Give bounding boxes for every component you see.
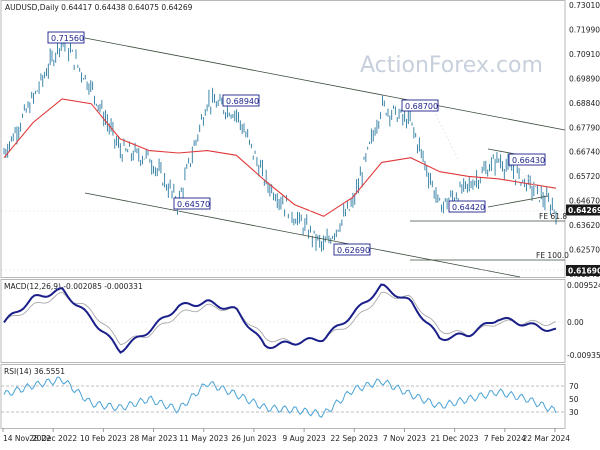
- x-axis-label: 28 Mar 2023: [130, 434, 178, 443]
- rsi-tick-30: 30: [569, 408, 579, 417]
- x-axis-label: 14 Nov 2022: [3, 434, 51, 443]
- x-axis-label: 7 Feb 2024: [484, 434, 526, 443]
- x-axis-label: 22 Sep 2023: [330, 434, 378, 443]
- x-axis-label: 11 May 2023: [179, 434, 228, 443]
- price-tag-text: 0.64269: [568, 206, 600, 215]
- macd-pane: [0, 279, 566, 363]
- fe-61-label: FE 61.8: [539, 212, 567, 221]
- peak-label-4: 0.66430: [512, 156, 545, 165]
- price-tag: [566, 204, 600, 216]
- price-axis-tick: 0.65720: [569, 172, 600, 181]
- chart-header: AUDUSD,Daily 0.64417 0.64438 0.64075 0.6…: [5, 3, 193, 12]
- price-axis-tick: 0.62570: [569, 246, 600, 255]
- price-axis-tick: 0.68840: [569, 99, 600, 108]
- trough-label-3: 0.64420: [452, 203, 485, 212]
- macd-tick-high: 0.009524: [567, 281, 600, 290]
- price-axis: 0.73010 0.71990 0.70910 0.69890 0.68840 0.677…: [569, 1, 600, 279]
- lower-channel-line: [84, 192, 521, 278]
- x-axis-label: 10 Feb 2023: [80, 434, 127, 443]
- x-axis-label: 22 Mar 2024: [522, 434, 570, 443]
- rsi-label: RSI(14) 36.5551: [4, 367, 65, 376]
- price-axis-tick: 0.71990: [569, 25, 600, 34]
- peak-label-3: 0.68700: [405, 102, 438, 111]
- macd-label: MACD(12,26,9) -0.002085 -0.000331: [4, 282, 143, 291]
- price-axis-tick: 0.63620: [569, 221, 600, 230]
- price-axis-tick: 0.73010: [569, 1, 600, 10]
- x-axis-label: 7 Nov 2023: [383, 434, 426, 443]
- macd-tick-zero: 0.00: [567, 318, 584, 327]
- x-axis-label: 26 Jun 2023: [231, 434, 276, 443]
- peak-labels: 0.71560 0.68940 0.68700 0.66430: [47, 31, 546, 166]
- price-tags: 0.64269 0.61690: [566, 204, 600, 276]
- moving-average-line: [3, 98, 557, 217]
- trough-labels: 0.64570 0.62690 0.64420: [173, 197, 486, 256]
- price-axis-tick: 0.69890: [569, 74, 600, 83]
- price-axis-tick: 0.66740: [569, 148, 600, 157]
- wave-link-line: [431, 106, 459, 160]
- rsi-pane: [0, 364, 566, 429]
- triangle-lower-line: [487, 195, 549, 208]
- x-axis-label: 21 Dec 2023: [431, 434, 479, 443]
- price-tag-text: 0.61690: [568, 266, 600, 275]
- peak-label-1: 0.71560: [51, 34, 84, 43]
- price-pane: [0, 0, 566, 278]
- price-axis-tick: 0.70910: [569, 50, 600, 59]
- trend-lines: [1, 37, 566, 278]
- price-axis-tick: 0.67790: [569, 123, 600, 132]
- x-axis-label: 28 Dec 2022: [29, 434, 77, 443]
- fe-100-label: FE 100.0: [536, 251, 569, 260]
- trough-label-1: 0.64570: [177, 200, 210, 209]
- upper-channel-line: [84, 37, 566, 131]
- macd-signal-line: [3, 291, 557, 346]
- macd-line: [3, 283, 557, 354]
- price-tag: [566, 264, 600, 276]
- rsi-tick-50: 50: [569, 395, 579, 404]
- rsi-tick-70: 70: [569, 382, 579, 391]
- peak-label-2: 0.68940: [226, 97, 259, 106]
- macd-tick-low: -0.00935: [567, 351, 600, 360]
- price-axis-tick: 0.64670: [569, 197, 600, 206]
- rsi-line: [3, 376, 557, 418]
- x-axis-label: 9 Aug 2023: [282, 434, 325, 443]
- price-series: [3, 33, 557, 252]
- trough-label-2: 0.62690: [337, 246, 370, 255]
- watermark: ActionForex.com: [360, 53, 543, 78]
